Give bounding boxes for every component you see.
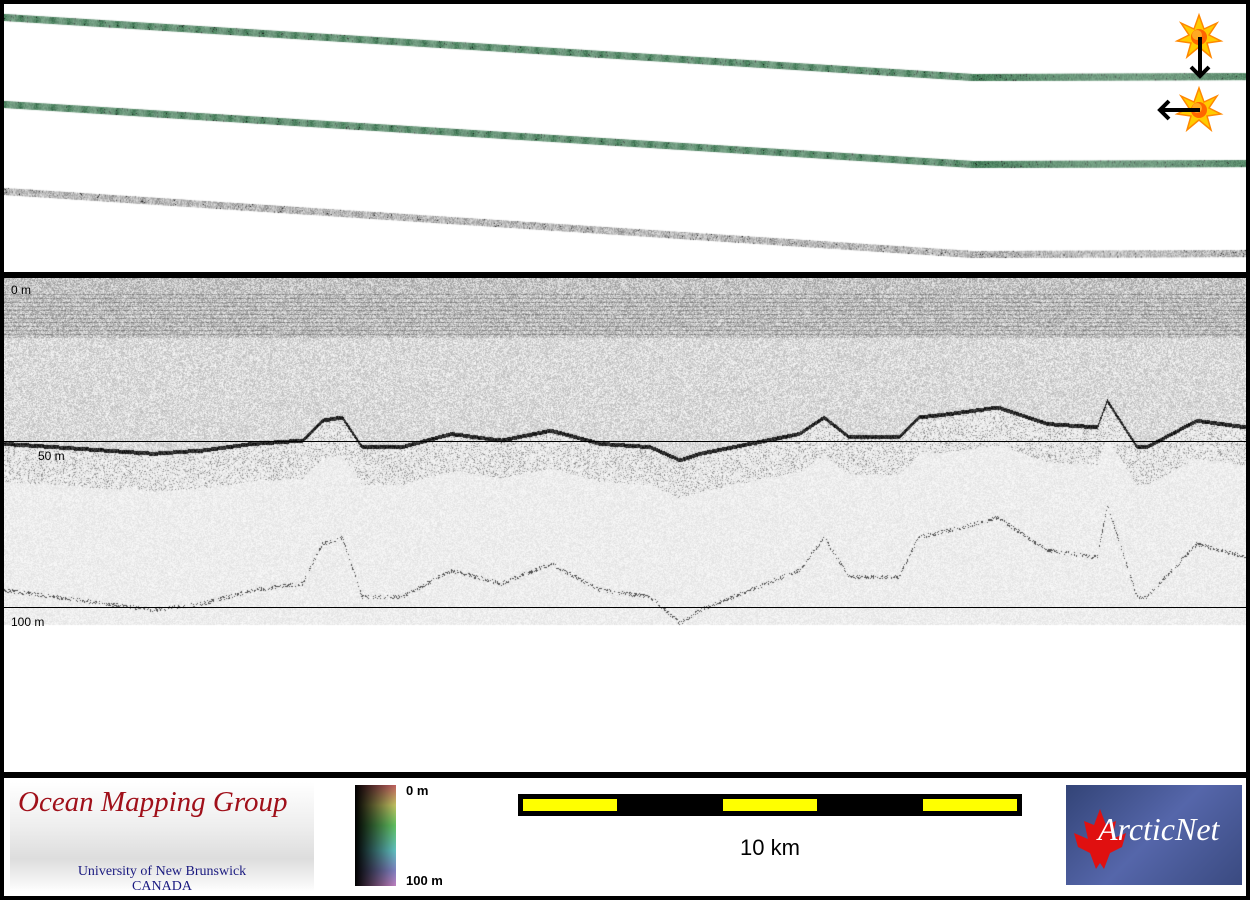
omg-subtitle: University of New Brunswick CANADA — [10, 864, 314, 894]
arcticnet-logo: ArcticNet — [1066, 785, 1242, 885]
footer-panel: Ocean Mapping Group University of New Br… — [4, 778, 1246, 896]
depth-label-0: 0 m — [11, 283, 31, 297]
depth-label-100: 100 m — [11, 615, 44, 629]
colorbar-top-label: 0 m — [406, 783, 428, 798]
depth-line-100 — [4, 607, 1246, 608]
arcticnet-text: ArcticNet — [1098, 811, 1219, 848]
ocean-mapping-group-logo: Ocean Mapping Group University of New Br… — [10, 782, 314, 892]
scale-segment — [523, 799, 617, 811]
omg-title: Ocean Mapping Group — [18, 786, 288, 819]
swath-panel — [4, 4, 1246, 272]
echogram — [4, 278, 1246, 772]
omg-country: CANADA — [132, 879, 192, 894]
scale-segment — [723, 799, 817, 811]
echogram-panel: 0 m 50 m 100 m — [4, 278, 1246, 772]
depth-label-50: 50 m — [38, 449, 65, 463]
colorbar-bottom-label: 100 m — [406, 873, 443, 888]
omg-university: University of New Brunswick — [78, 864, 246, 879]
depth-line-50 — [4, 441, 1246, 442]
scale-bar — [518, 794, 1022, 816]
scale-bar-label: 10 km — [518, 835, 1022, 861]
illumination-icons — [4, 4, 1246, 272]
depth-colorbar — [355, 785, 396, 886]
scale-segment — [923, 799, 1017, 811]
